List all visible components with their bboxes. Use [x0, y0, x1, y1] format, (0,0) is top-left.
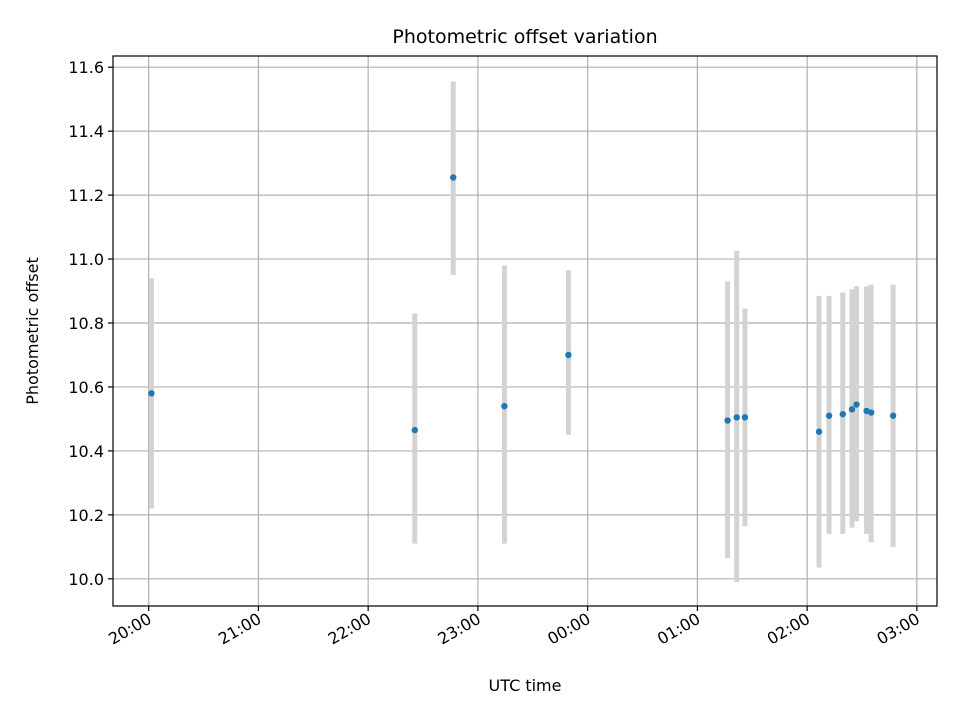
data-point — [853, 401, 860, 408]
y-tick-label: 10.6 — [68, 378, 104, 397]
y-tick-label: 10.8 — [68, 314, 104, 333]
y-tick-label: 10.2 — [68, 506, 104, 525]
y-tick-label: 11.4 — [68, 122, 104, 141]
data-point — [839, 410, 847, 418]
data-point — [733, 414, 740, 421]
y-tick-label: 10.0 — [68, 570, 104, 589]
x-axis-label: UTC time — [489, 676, 562, 695]
data-point — [889, 412, 897, 419]
data-point — [848, 406, 856, 413]
y-axis-label: Photometric offset — [23, 257, 42, 405]
data-point — [411, 426, 418, 434]
grid — [113, 56, 937, 606]
data-point — [148, 390, 155, 397]
data-point — [825, 412, 833, 419]
y-axis-ticks: 10.0 10.2 10.4 10.6 10.8 11.0 11.2 11.4 11.6 — [68, 58, 113, 589]
chart-title: Photometric offset variation — [392, 26, 657, 48]
data-point — [867, 409, 875, 416]
data-point — [741, 414, 749, 421]
data-point — [565, 351, 572, 359]
data-point — [724, 417, 731, 424]
data-point — [815, 428, 823, 435]
data-points — [148, 174, 897, 435]
plot-frame — [112, 55, 938, 607]
data-point — [501, 402, 508, 410]
data-point — [450, 174, 457, 181]
y-tick-label: 11.0 — [68, 250, 104, 269]
y-tick-label: 11.2 — [68, 186, 104, 205]
y-tick-label: 10.4 — [68, 442, 104, 461]
y-tick-label: 11.6 — [68, 58, 104, 77]
